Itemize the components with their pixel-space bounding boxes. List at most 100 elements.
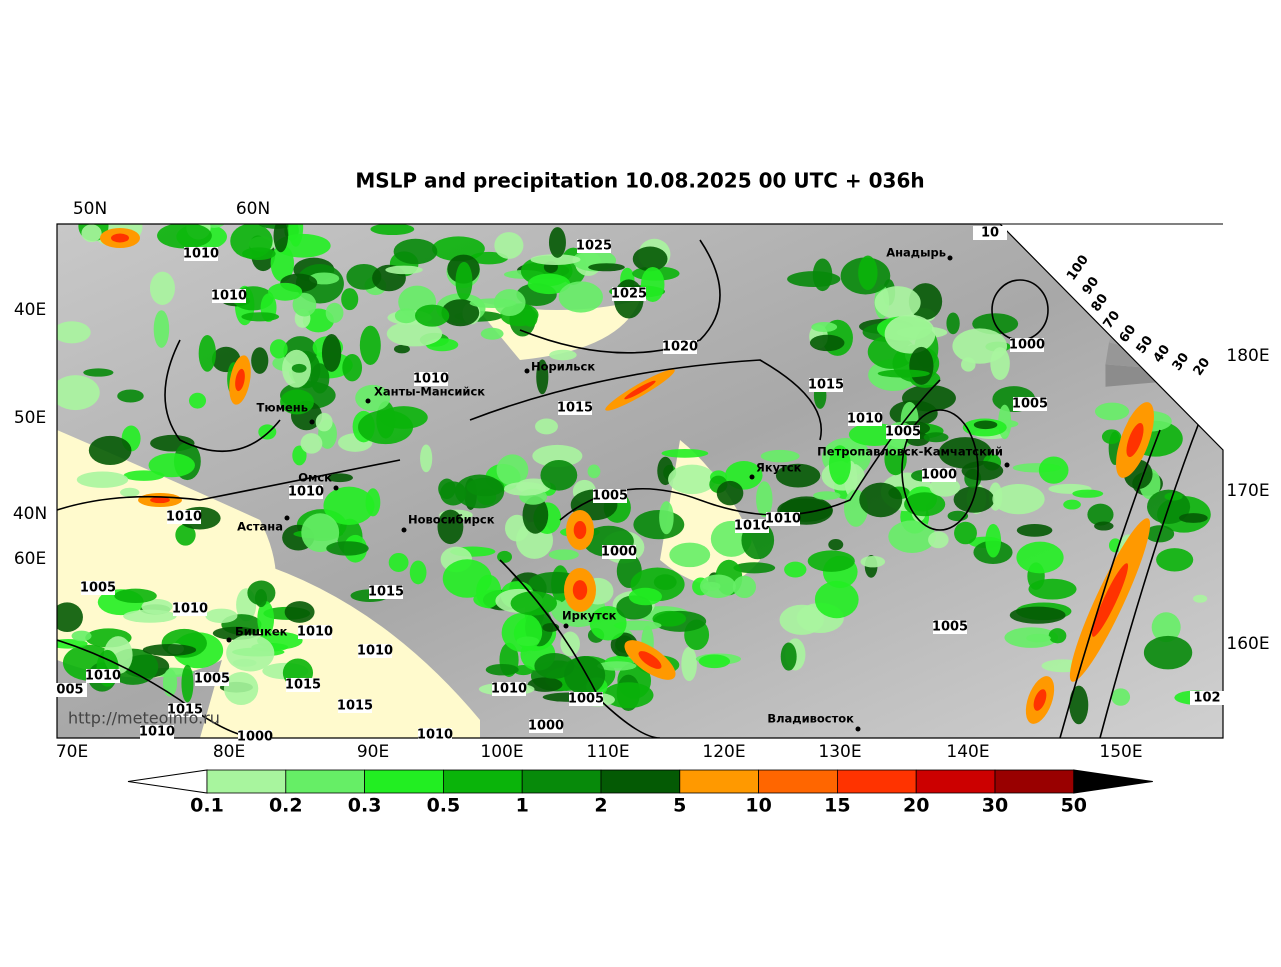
rain-cell [175,524,196,546]
rain-cell [1016,523,1053,537]
colorbar-box [206,769,287,794]
colorbar-over [1073,769,1153,794]
rain-cell [88,435,132,465]
rain-cell [162,668,178,697]
rain-cell [359,325,381,365]
cloud-scale-label: 40 [1151,342,1174,365]
rain-cell [702,581,721,591]
rain-cell [560,631,580,657]
cloud-step [1156,256,1202,312]
isobar-label-bg [53,683,87,697]
isobar-label-bg [848,412,882,426]
rain-cell [888,520,936,553]
isobar-label: 1015 [337,699,373,714]
rain-cell [117,389,144,403]
heavy-rain-core [1091,563,1129,637]
rain-cell [432,236,485,262]
rain-cell [811,322,838,332]
isobar-label: 1000 [1009,338,1045,353]
rain-cell [393,344,410,354]
isobar-label: 1000 [601,545,637,560]
colorbar-label: 2 [594,795,607,817]
precipitation [57,224,1218,725]
rain-cell [455,261,473,301]
heavy-rain-core [572,580,588,600]
city-dot [401,527,407,533]
city-label: Норильск [531,360,595,374]
rain-cell [300,433,323,454]
city-label: Тюмень [257,401,308,415]
rain-cell [588,263,625,272]
isobar-label-bg [195,672,229,686]
rain-cell [198,334,216,372]
axis-label: 110E [586,742,629,762]
isobar-label-bg [212,289,246,303]
axis-label: 140E [946,742,989,762]
isobar-label-bg [1010,338,1044,352]
isobar-label-bg [86,669,120,683]
isobar-label: 1000 [528,719,564,734]
rain-cell [534,652,575,679]
heavy-rain-core [638,651,662,669]
city-label: Анадырь [886,246,946,260]
rain-cell [292,292,317,317]
isobar-label-bg [167,510,201,524]
colorbar-box [679,769,759,794]
isobar-label-bg [558,401,592,415]
rain-cell [386,321,443,347]
rain-cell [536,359,549,395]
isobar [164,339,281,452]
rain-cell [923,432,949,443]
colorbar-box [600,769,681,794]
isobar-label-bg [173,602,207,616]
city-dot [524,368,530,374]
rain-cell [323,486,375,525]
rain-cell [321,333,342,372]
isobar-label: 1010 [288,485,324,500]
rain-cell [860,555,886,568]
rain-cell [532,444,583,468]
rain-cell [603,682,654,709]
isobar-label: 1015 [808,378,844,393]
isobar-label: 1020 [662,340,698,355]
rain-cell [732,575,757,599]
colorbar-label: 10 [745,795,771,817]
rain-cell [385,265,423,275]
isobar [901,409,979,531]
colorbar-label: 0.5 [427,795,461,817]
isobar [57,639,261,738]
rain-cell [659,501,674,535]
rain-cell [242,247,276,261]
axis-label: 40E [14,300,46,320]
map-frame [56,223,1224,739]
rain-cell [858,255,878,291]
colorbar-label: 30 [982,795,1008,817]
rain-cell [81,224,102,243]
isobar-label: 1015 [167,703,203,718]
rain-cell [1094,402,1130,421]
rain-cell [1156,548,1194,572]
colorbar-label: 0.1 [190,795,224,817]
cloud-scale-label: 70 [1101,308,1124,331]
isobar-label-bg [529,719,563,733]
isobar-label: 1010 [211,289,247,304]
isobar-label-bg [602,545,636,559]
rain-cell [814,580,859,619]
colorbar-box [758,769,838,794]
city-dot [284,515,290,521]
rain-cell [415,304,450,327]
rain-cell [904,492,946,517]
rain-cell [902,384,956,412]
rain-cell [807,550,855,572]
rain-cell [226,634,275,672]
colorbar-under [127,769,208,794]
isobar-label: 1010 [734,519,770,534]
rain-cell [775,463,821,488]
rain-cell [1028,578,1077,600]
rain-cell [441,299,480,327]
isobar-label-bg [184,247,218,261]
colorbar-box [521,769,602,794]
isobar-label: 1010 [847,412,883,427]
isobar-label: 1000 [237,730,273,745]
axis-label: 160E [1226,634,1269,654]
